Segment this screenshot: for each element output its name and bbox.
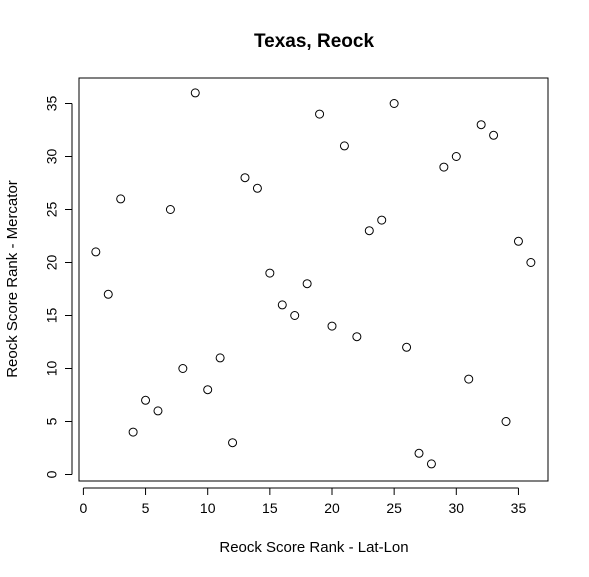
x-tick-label: 0 [80,500,88,516]
data-point [439,162,449,172]
y-axis-label: Reock Score Rank - Mercator [4,180,21,378]
data-point [190,88,200,98]
data-point [464,374,474,384]
data-point [327,321,337,331]
data-point [489,130,499,140]
data-point [141,395,151,405]
x-tick-label: 15 [262,500,278,516]
data-point [402,342,412,352]
data-point [153,406,163,416]
data-points [91,88,536,469]
y-tick-label: 15 [44,308,60,324]
x-tick-label: 10 [200,500,216,516]
y-axis: 0 5 10 15 20 25 30 35 [44,96,73,478]
data-point [513,236,523,246]
data-point [526,258,536,267]
data-point [290,311,300,320]
data-point [302,279,312,289]
data-point [501,417,511,426]
y-tick-label: 25 [44,202,60,218]
data-point [91,247,101,257]
data-point [277,300,287,310]
data-point [352,332,362,342]
y-tick-label: 10 [44,361,60,377]
x-tick-label: 25 [386,500,402,516]
x-axis: 0 5 10 15 20 25 30 35 [80,487,527,516]
data-point [228,438,238,448]
data-point [203,385,213,395]
data-point [476,120,486,130]
data-point [103,289,113,299]
y-tick-label: 35 [44,96,60,112]
data-point [414,448,424,458]
x-tick-label: 30 [449,500,465,516]
x-tick-label: 20 [324,500,340,516]
data-point [451,152,461,161]
x-tick-label: 35 [511,500,527,516]
y-tick-label: 20 [44,255,60,271]
data-point [389,99,399,108]
data-point [315,109,325,119]
data-point [377,215,387,225]
plot-area-frame [78,77,549,482]
data-point [165,205,175,214]
data-point [215,353,225,363]
x-axis-label: Reock Score Rank - Lat-Lon [219,539,408,556]
x-tick-label: 5 [142,500,150,516]
data-point [426,459,436,469]
y-tick-label: 5 [44,417,60,425]
data-point [339,141,349,151]
data-point [265,268,275,278]
data-point [178,364,188,373]
data-point [116,194,126,204]
data-point [364,226,374,236]
y-tick-label: 0 [44,470,60,478]
data-point [252,183,262,193]
chart-title: Texas, Reock [254,31,374,52]
data-point [240,173,250,183]
data-point [128,427,138,437]
y-tick-label: 30 [44,149,60,165]
